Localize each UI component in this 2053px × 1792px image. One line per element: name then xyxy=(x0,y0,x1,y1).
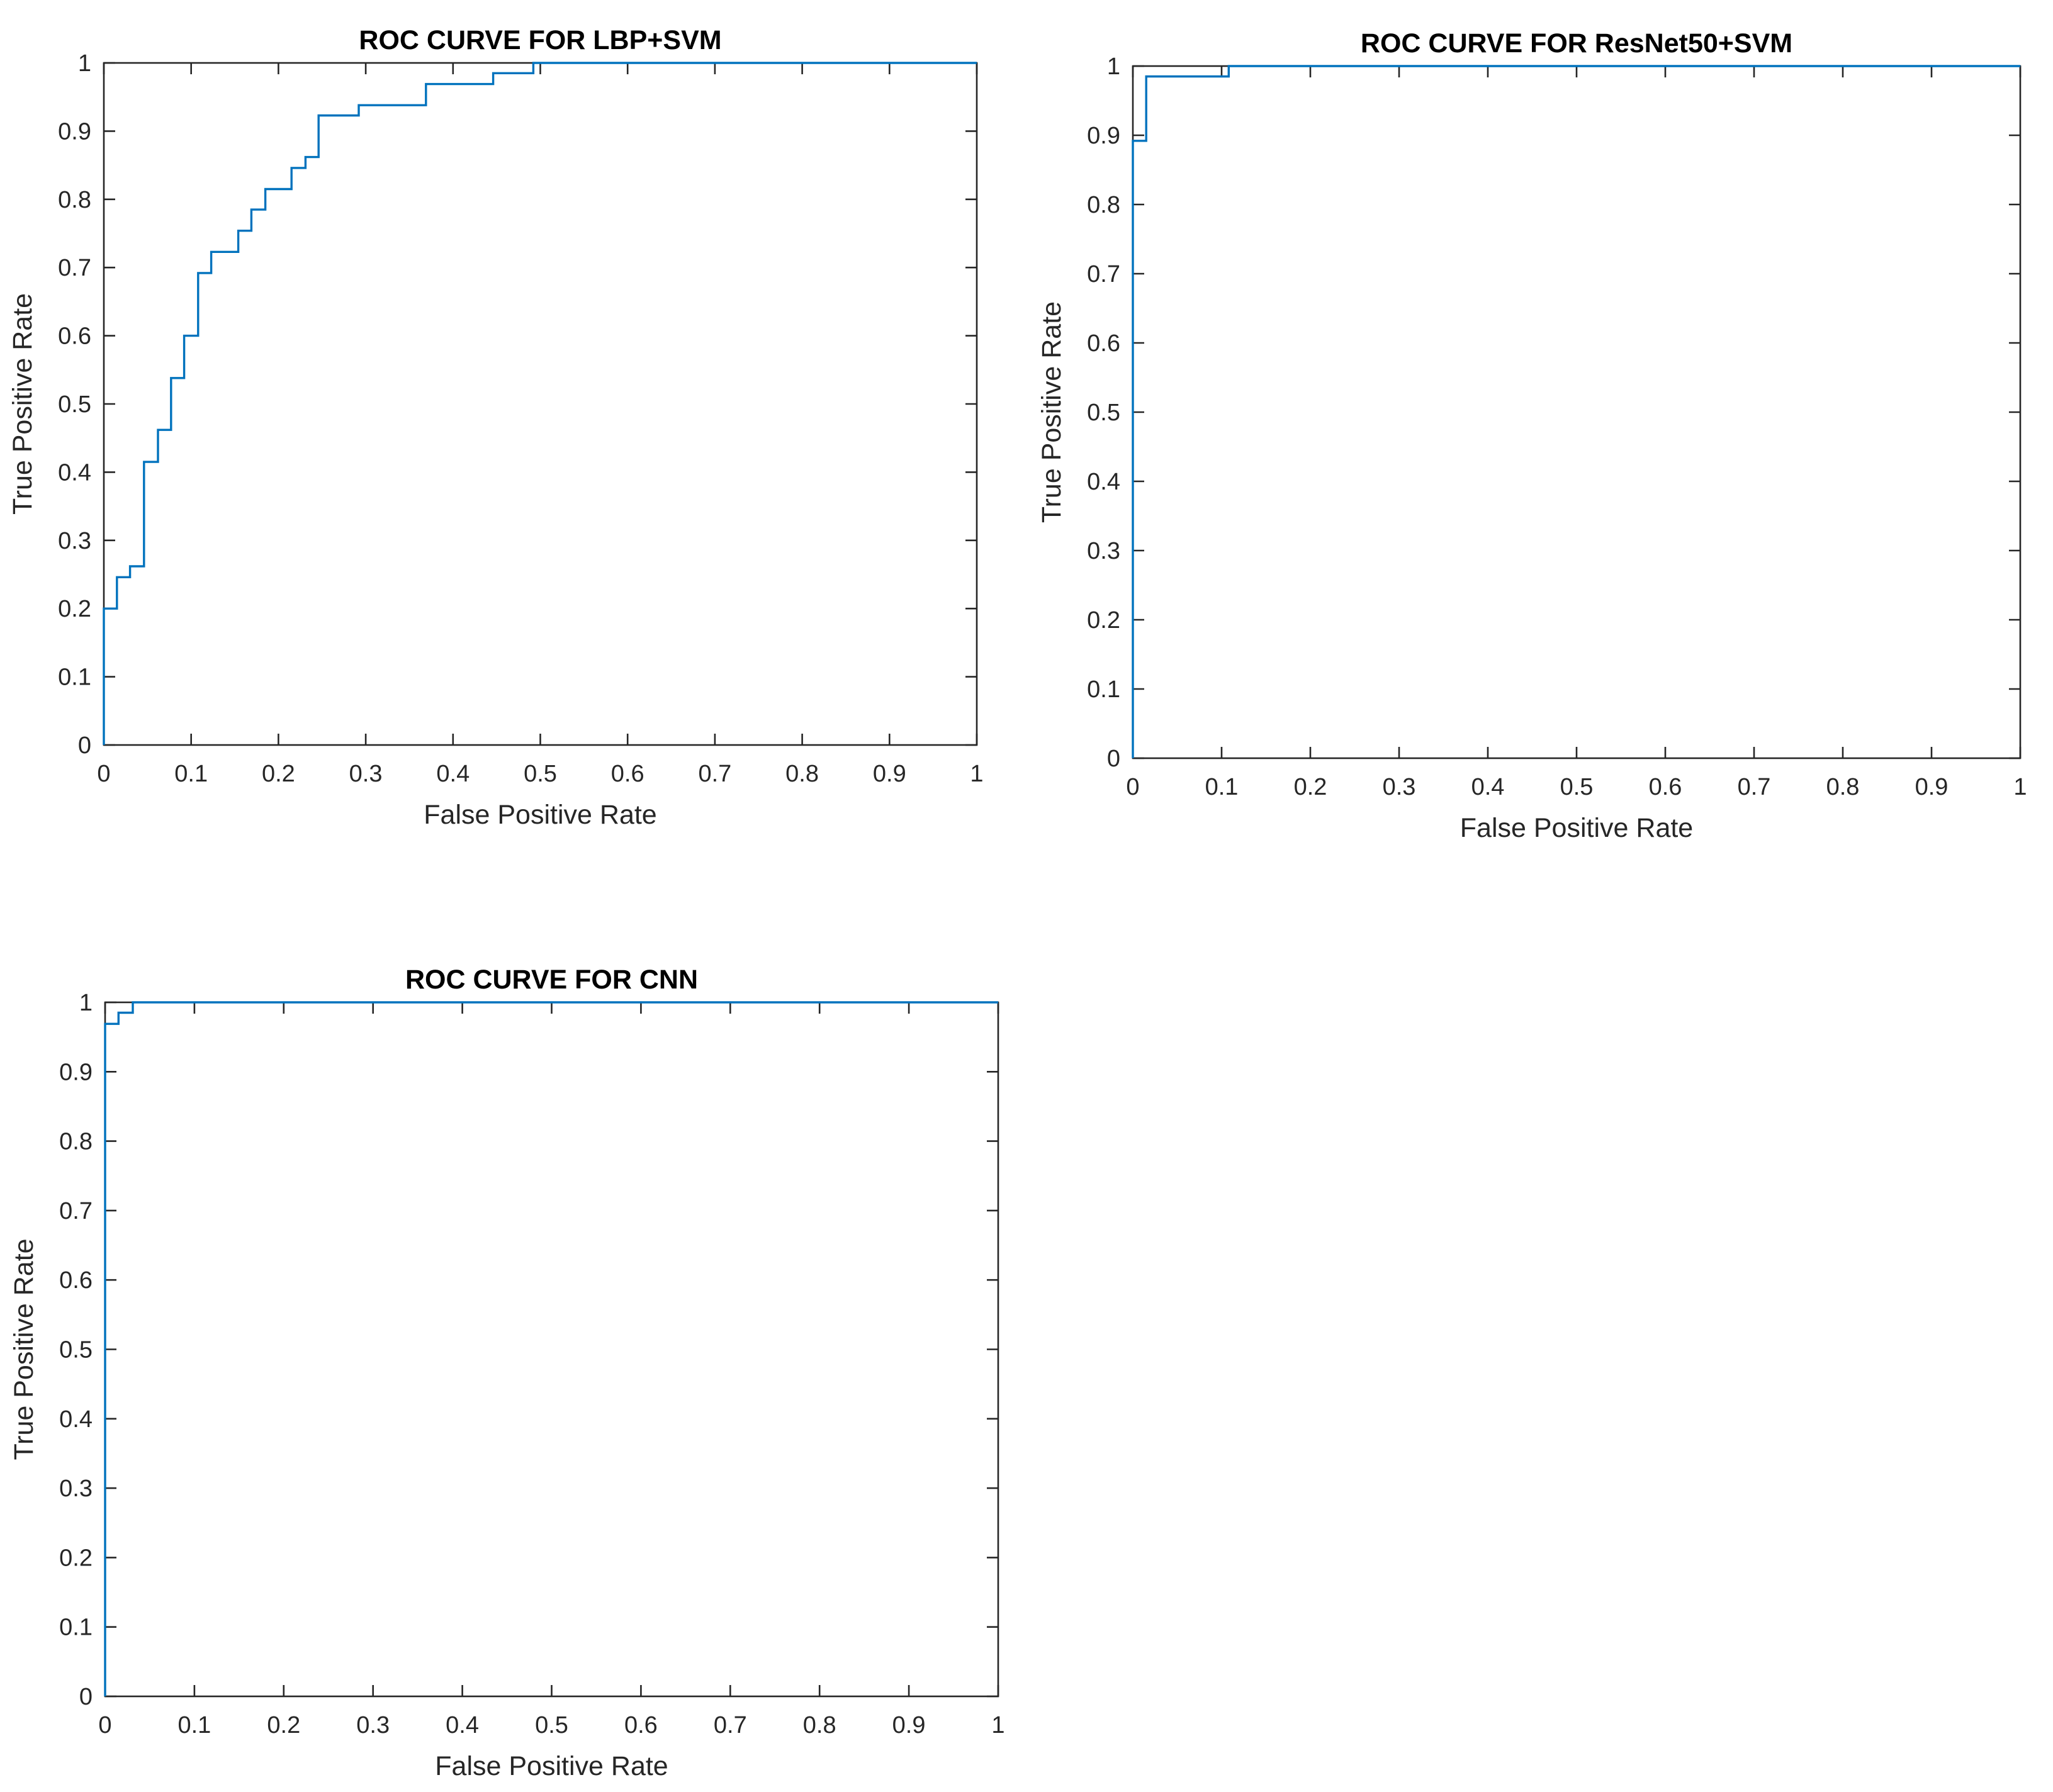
x-axis-label: False Positive Rate xyxy=(435,1751,668,1781)
y-tick-label: 0.4 xyxy=(58,459,91,486)
x-tick-label: 0.5 xyxy=(524,761,557,787)
y-axis-label: True Positive Rate xyxy=(8,293,38,515)
y-axis-label: True Positive Rate xyxy=(9,1238,39,1460)
x-tick-label: 0.6 xyxy=(624,1712,658,1739)
x-tick-label: 0.5 xyxy=(1560,774,1594,800)
x-tick-label: 0.1 xyxy=(174,761,208,787)
y-tick-label: 0.6 xyxy=(59,1267,93,1294)
x-tick-label: 1 xyxy=(991,1712,1004,1739)
x-tick-label: 0 xyxy=(97,761,110,787)
y-tick-label: 0.9 xyxy=(59,1059,93,1085)
x-tick-label: 0.4 xyxy=(446,1712,479,1739)
y-tick-label: 0.3 xyxy=(59,1476,93,1502)
y-tick-label: 0.8 xyxy=(58,187,91,213)
y-tick-label: 0.6 xyxy=(1087,330,1120,357)
y-tick-label: 1 xyxy=(1107,53,1120,80)
x-tick-label: 0.2 xyxy=(1294,774,1327,800)
chart-title: ROC CURVE FOR CNN xyxy=(405,965,698,995)
y-tick-label: 0.6 xyxy=(58,323,91,350)
roc-curve-line xyxy=(103,62,977,745)
y-tick-label: 0.5 xyxy=(1087,400,1120,426)
x-tick-label: 0 xyxy=(98,1712,111,1739)
y-tick-label: 0.4 xyxy=(1087,469,1120,495)
plot-area xyxy=(103,62,978,746)
x-tick-label: 0.3 xyxy=(349,761,383,787)
y-tick-label: 0 xyxy=(79,1684,93,1710)
y-tick-label: 0 xyxy=(78,732,91,759)
y-tick-label: 0.7 xyxy=(59,1198,93,1224)
y-tick-label: 0.5 xyxy=(58,391,91,418)
x-tick-label: 0.8 xyxy=(803,1712,836,1739)
x-tick-label: 0.5 xyxy=(535,1712,568,1739)
y-tick-label: 0.5 xyxy=(59,1337,93,1364)
x-tick-label: 0.9 xyxy=(873,761,906,787)
y-axis-label: True Positive Rate xyxy=(1037,301,1067,523)
x-tick-label: 0.4 xyxy=(436,761,470,787)
y-tick-label: 0 xyxy=(1107,746,1120,772)
chart-title: ROC CURVE FOR ResNet50+SVM xyxy=(1361,28,1792,59)
roc-chart-lbp-svm: 0 0.1 0.2 0.3 0.4 0.5 0.6 0.7 0.8 0.9 1 0 0.1 0.2 0.3 0… xyxy=(8,25,984,830)
y-tick-label: 0.1 xyxy=(59,1615,93,1641)
roc-curve-line xyxy=(104,1001,998,1696)
y-tick-label: 0.7 xyxy=(58,255,91,281)
x-tick-label: 1 xyxy=(2013,774,2027,800)
y-tick-label: 0.4 xyxy=(59,1406,93,1433)
y-tick-label: 0.8 xyxy=(1087,192,1120,218)
plot-area xyxy=(1132,65,2022,759)
y-tick-label: 1 xyxy=(78,50,91,77)
x-tick-label: 1 xyxy=(970,761,983,787)
x-tick-label: 0.9 xyxy=(1915,774,1949,800)
x-tick-label: 0.7 xyxy=(698,761,731,787)
x-tick-label: 0.9 xyxy=(892,1712,926,1739)
x-tick-label: 0.6 xyxy=(1649,774,1682,800)
roc-chart-cnn: 0 0.1 0.2 0.3 0.4 0.5 0.6 0.7 0.8 0.9 1 0 0.1 0.2 0.3 0… xyxy=(9,965,1005,1781)
x-tick-label: 0.8 xyxy=(785,761,819,787)
x-tick-label: 0.2 xyxy=(262,761,295,787)
x-tick-label: 0.4 xyxy=(1471,774,1505,800)
y-tick-label: 0.7 xyxy=(1087,261,1120,288)
x-tick-label: 0.3 xyxy=(356,1712,390,1739)
roc-chart-resnet50-svm: 0 0.1 0.2 0.3 0.4 0.5 0.6 0.7 0.8 0.9 1 0 0.1 0.2 0.3 0… xyxy=(1037,28,2027,843)
y-tick-label: 0.3 xyxy=(58,528,91,554)
x-tick-label: 0.8 xyxy=(1826,774,1860,800)
x-tick-label: 0 xyxy=(1126,774,1139,800)
x-tick-label: 0.6 xyxy=(611,761,644,787)
x-tick-label: 0.7 xyxy=(714,1712,747,1739)
x-tick-label: 0.1 xyxy=(1205,774,1239,800)
y-tick-label: 0.3 xyxy=(1087,538,1120,564)
plot-area xyxy=(104,1001,999,1698)
y-tick-label: 0.2 xyxy=(1087,607,1120,634)
x-tick-label: 0.7 xyxy=(1738,774,1771,800)
y-tick-label: 0.9 xyxy=(1087,123,1120,149)
y-tick-label: 1 xyxy=(79,990,93,1016)
y-tick-label: 0.2 xyxy=(59,1545,93,1571)
y-tick-label: 0.9 xyxy=(58,118,91,145)
x-axis-label: False Positive Rate xyxy=(1460,813,1693,843)
y-tick-label: 0.8 xyxy=(59,1129,93,1155)
roc-curve-line xyxy=(1132,65,2020,758)
y-tick-label: 0.1 xyxy=(58,664,91,691)
x-tick-label: 0.2 xyxy=(267,1712,300,1739)
x-tick-label: 0.1 xyxy=(177,1712,211,1739)
chart-title: ROC CURVE FOR LBP+SVM xyxy=(359,25,721,55)
y-tick-label: 0.1 xyxy=(1087,676,1120,703)
x-axis-label: False Positive Rate xyxy=(424,800,656,830)
x-tick-label: 0.3 xyxy=(1383,774,1416,800)
y-tick-label: 0.2 xyxy=(58,596,91,622)
